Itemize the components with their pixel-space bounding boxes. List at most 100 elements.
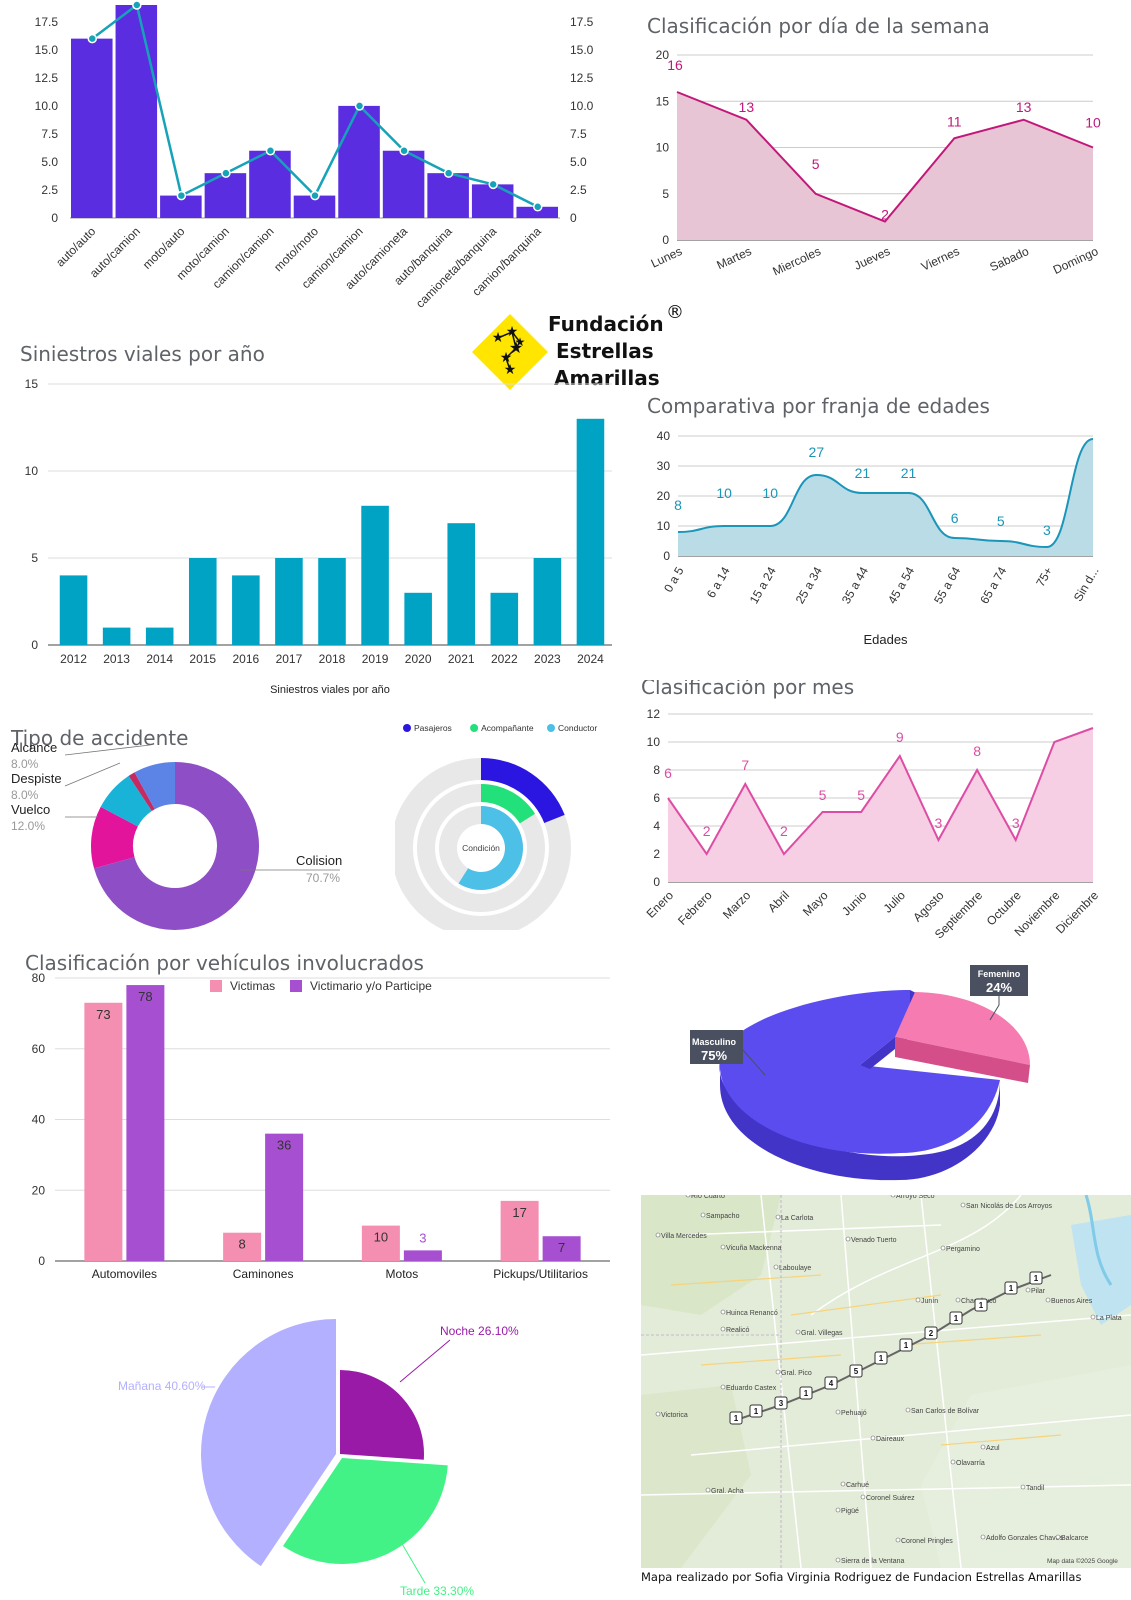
place-label: Coronel Pringles (901, 1538, 953, 1545)
marker-count: 1 (804, 1389, 809, 1398)
place-label: Eduardo Castex (726, 1385, 777, 1392)
data-label: 13 (739, 99, 755, 115)
y-tick: 15 (656, 94, 670, 108)
x-tick-label: Agosto (910, 888, 947, 925)
callout-label: Masculino (692, 1037, 737, 1047)
y-tick: 60 (32, 1042, 46, 1056)
place-dot (870, 1435, 876, 1441)
place-label: Laboulaye (779, 1265, 811, 1272)
y-tick: 0 (663, 549, 670, 563)
bar (249, 150, 291, 218)
x-tick-label: 2012 (60, 652, 87, 666)
y-tick-right: 2.5 (570, 183, 587, 197)
marker-count: 1 (954, 1314, 959, 1323)
marker-box (749, 1404, 763, 1418)
age-bands-chart: Comparativa por franja de edades 0 10 20 30 4… (647, 394, 1102, 647)
callout-label: Femenino (978, 969, 1021, 979)
bar (361, 1225, 400, 1261)
data-label: 10 (762, 485, 778, 501)
route-map[interactable]: Río Cuarto Arroyo Seco Sampacho La Carlota S… (641, 1195, 1131, 1568)
slice-label: Mañana 40.60% (118, 1379, 206, 1393)
bar (361, 505, 389, 645)
y-tick-right: 5.0 (570, 155, 587, 169)
data-label: 5 (997, 513, 1005, 529)
x-tick-label: Pickups/Utilitarios (493, 1267, 588, 1281)
slice-label: Noche 26.10% (440, 1324, 519, 1338)
data-label: 2 (780, 823, 788, 839)
route-marker: 1 (749, 1404, 763, 1418)
y-tick: 40 (32, 1113, 46, 1127)
data-label: 6 (664, 765, 672, 781)
place-label: San Carlos de Bolívar (911, 1408, 980, 1415)
legend-swatch (470, 724, 479, 732)
y-tick-left: 0 (51, 211, 58, 225)
place-dot (835, 1409, 841, 1415)
x-tick-label: Mayo (800, 888, 831, 919)
data-label: 3 (419, 1230, 426, 1245)
x-tick-label: Jueves (852, 244, 892, 273)
place-dot (720, 1384, 726, 1390)
slice-label: Colision (296, 853, 342, 868)
y-tick: 40 (657, 429, 671, 443)
x-tick-label: Sabado (988, 244, 1032, 274)
slice-percent: 70.7% (306, 871, 340, 885)
marker-box (949, 1311, 963, 1325)
x-tick-label: Automoviles (92, 1267, 157, 1281)
svg-text:★: ★ (492, 329, 505, 345)
data-label: 73 (96, 1007, 110, 1022)
marker-count: 1 (1009, 1284, 1014, 1293)
place-label: La Carlota (781, 1215, 813, 1222)
route-marker: 2 (924, 1326, 938, 1340)
x-tick-label: 65 a 74 (977, 564, 1009, 606)
ring-bar (458, 806, 523, 890)
svg-text:★: ★ (509, 340, 523, 357)
pie-slice (340, 1370, 424, 1460)
star-diamond-icon: ★ ★ ★ ★ ★ ★ (472, 314, 548, 390)
place-dot (950, 1459, 956, 1465)
y-tick: 10 (656, 141, 670, 155)
trend-point (265, 145, 276, 156)
place-label: Buenos Aires (1051, 1298, 1093, 1305)
registered-mark: ® (666, 302, 684, 323)
x-tick-label: Viernes (919, 244, 962, 274)
x-tick-label: 2016 (232, 652, 259, 666)
place-dot (845, 1236, 851, 1242)
y-tick: 5 (31, 551, 38, 565)
x-tick-label: Diciembre (1053, 888, 1101, 936)
per-year-chart: Siniestros viales por año 0 5 10 15 2012 2013 2… (20, 342, 612, 696)
x-tick-label: Marzo (720, 888, 754, 922)
data-label: 11 (947, 113, 962, 129)
place-dot (890, 1195, 896, 1198)
x-tick-label: 0 a 5 (661, 564, 687, 594)
bar (265, 1133, 304, 1261)
data-label: 27 (809, 444, 825, 460)
data-label: 6 (951, 510, 959, 526)
bar (115, 5, 158, 218)
bar (223, 1232, 262, 1261)
svg-text:★: ★ (500, 349, 513, 365)
x-tick-label: 2013 (103, 652, 130, 666)
y-tick: 8 (653, 763, 660, 777)
callout-value: 24% (986, 980, 1012, 995)
x-tick-label: Enero (644, 888, 677, 921)
x-tick-label: 2015 (189, 652, 216, 666)
trend-point (176, 190, 187, 201)
y-tick-left: 15.0 (35, 43, 59, 57)
bar (126, 985, 165, 1261)
foundation-logo: ★ ★ ★ ★ ★ ★ Fundación Estrellas Amarilla… (470, 304, 690, 395)
place-label: Junín (921, 1298, 938, 1305)
leader-line (399, 1339, 451, 1383)
marker-count: 1 (754, 1407, 759, 1416)
legend-swatch (547, 724, 555, 732)
chart-title: Tipo de accidente (10, 726, 188, 750)
y-tick-left: 5.0 (41, 155, 58, 169)
x-tick-label: Lunes (649, 244, 685, 271)
slice-percent: 8.0% (11, 757, 39, 771)
slice-label: Despiste (11, 771, 62, 786)
data-label: 10 (374, 1230, 388, 1245)
place-dot (960, 1202, 966, 1208)
marker-box (824, 1376, 838, 1390)
marker-box (799, 1386, 813, 1400)
data-label: 16 (667, 57, 683, 73)
